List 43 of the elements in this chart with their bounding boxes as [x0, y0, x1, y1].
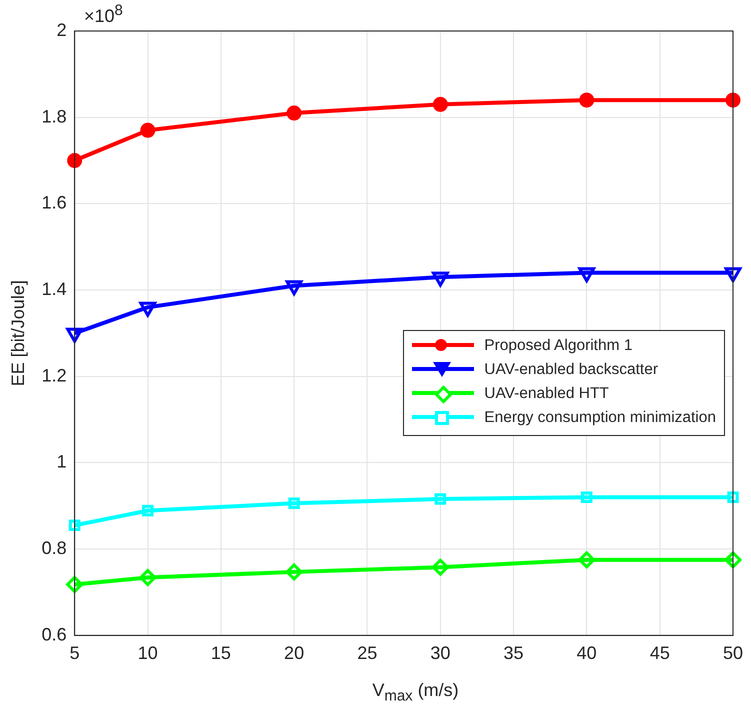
- point: [68, 520, 80, 532]
- legend-label: UAV-enabled backscatter: [483, 360, 660, 380]
- point: [142, 504, 154, 516]
- point: [286, 563, 303, 580]
- point: [727, 492, 739, 503]
- x-tick-label: 5: [70, 643, 80, 664]
- point: [580, 492, 592, 503]
- point: [432, 96, 448, 112]
- point: [579, 92, 594, 108]
- point: [725, 92, 740, 108]
- x-tick-label: 35: [504, 643, 524, 664]
- x-tick-label: 45: [650, 643, 670, 664]
- point: [139, 569, 156, 586]
- y-tick-label: 1.4: [42, 278, 67, 299]
- y-axis-title: EE [bit/Joule]: [8, 280, 28, 386]
- point: [67, 153, 82, 168]
- text: ×10$^{8}$: [84, 2, 123, 27]
- point: [286, 106, 302, 121]
- x-tick-label: 50: [722, 643, 744, 664]
- x-tick-label: 30: [430, 643, 450, 664]
- y-tick-label: 1.8: [42, 106, 67, 126]
- point: [578, 551, 596, 568]
- x-tick-label: 25: [357, 643, 378, 664]
- y-tick-label: 2: [56, 20, 67, 40]
- x-axis-title: V$_{max}$ (m/s): [371, 680, 460, 705]
- legend-label: UAV-enabled HTT: [483, 384, 610, 404]
- point: [724, 551, 742, 568]
- x-tick-label: 15: [210, 643, 231, 664]
- legend-label: Energy consumption minimization: [483, 408, 716, 428]
- legend-label: Proposed Algorithm 1: [483, 336, 634, 356]
- y-tick-label: 1.2: [42, 365, 67, 386]
- y-tick-label: 0.6: [42, 624, 67, 644]
- y-tick-label: 1: [56, 452, 67, 472]
- point: [66, 576, 84, 593]
- y-tick-label: 0.8: [42, 538, 67, 558]
- x-tick-label: 40: [576, 643, 597, 664]
- x-tick-label: 10: [138, 643, 158, 664]
- point: [434, 493, 446, 505]
- y-tick-label: 1.6: [42, 192, 67, 213]
- point: [288, 498, 300, 510]
- x-tick-label: 20: [284, 643, 304, 664]
- point: [140, 122, 156, 138]
- point: [432, 558, 449, 576]
